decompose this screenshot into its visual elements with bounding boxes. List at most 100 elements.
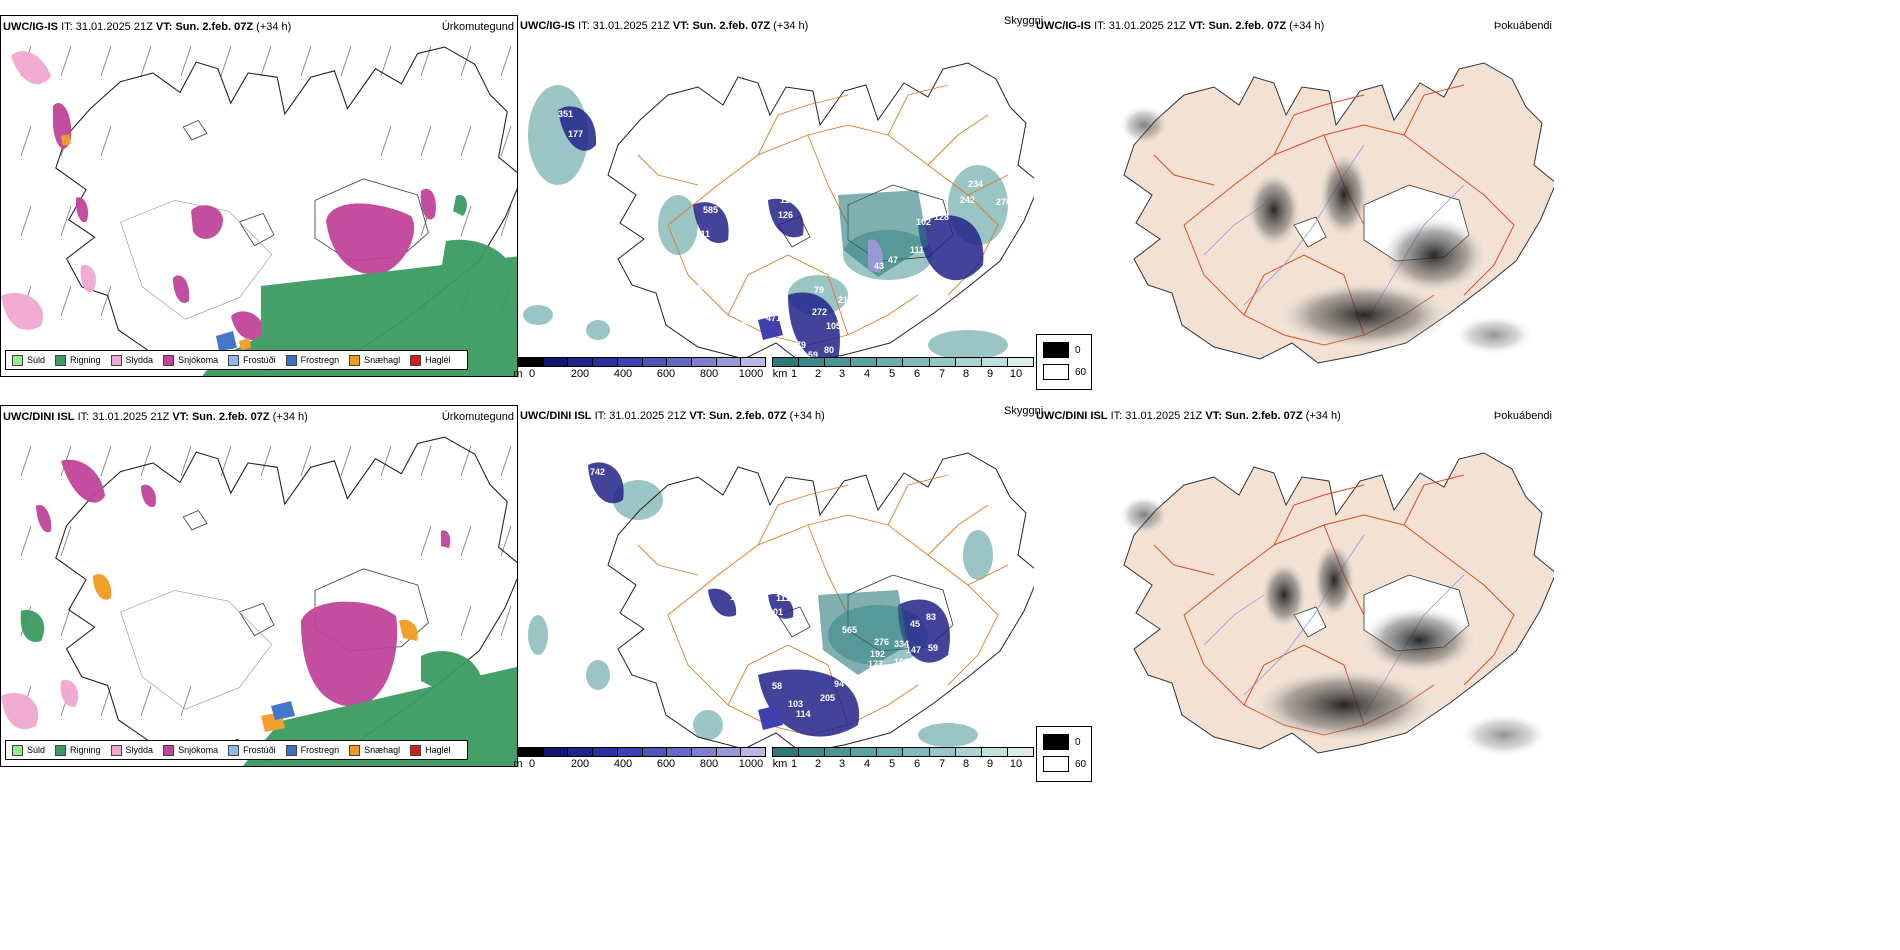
legend-swatch [349,744,361,756]
colorbar-swatch [617,358,643,366]
panel-name: Skyggni [1004,15,1044,27]
legend-item: Slydda [110,354,153,366]
colorbar-tick: 800 [699,368,719,380]
ceiling-value: 234 [968,179,983,189]
ceiling-value: 58 [772,681,782,691]
colorbar-swatch [981,358,1008,366]
panel-title: UWC/IG-IS IT: 31.01.2025 21Z VT: Sun. 2.… [1036,20,1325,32]
colorbar-tick: 10 [1009,368,1023,380]
ceiling-value: 276 [874,637,889,647]
colorbar-swatch [1007,358,1033,366]
colorbar-tick: 3 [838,368,846,380]
colorbar-swatch [716,358,742,366]
colorbar-tick: 400 [613,758,633,770]
legend-swatch [163,354,175,366]
ceiling-value: 504 [738,327,753,337]
ceiling-value: 334 [894,639,909,649]
legend-swatch [12,744,23,756]
ceiling-value: 43 [874,261,884,271]
ceiling-value: 211 [838,295,853,305]
panel-name: Skyggni [1004,405,1044,417]
colorbar-swatch [929,748,956,756]
legend-item: Rigning [55,354,101,366]
ceiling-value: 45 [910,619,920,629]
colorbar-tick: 7 [938,368,946,380]
ceiling-panel-bottom: UWC/DINI ISL IT: 31.01.2025 21Z VT: Sun.… [518,405,1038,767]
panel-title: UWC/DINI ISL IT: 31.01.2025 21Z VT: Sun.… [3,411,308,423]
colorbar-tick: 5 [888,758,896,770]
legend-swatch [228,744,240,756]
colorbar-swatch [955,358,982,366]
colorbar-swatch [642,748,668,756]
ceiling-value: 103 [788,699,803,709]
colorbar-swatch [929,358,956,366]
ceiling-value: 96 [698,282,708,292]
legend-item: Haglél [410,744,451,756]
ceiling-value: 351 [558,109,573,119]
legend-swatch [1043,734,1069,750]
colorbar-ticks: m 0 200 400 600 800 1000 [513,367,766,381]
legend-item: Slydda [110,744,153,756]
colorbar-swatch [716,748,742,756]
fog-panel-bottom: UWC/DINI ISL IT: 31.01.2025 21Z VT: Sun.… [1034,405,1900,767]
ceiling-value: 272 [812,307,827,317]
colorbar-swatch [799,748,826,756]
ceiling-value: 59 [928,643,938,653]
legend-item: Súld [12,744,45,756]
colorbar-swatch [741,748,766,756]
colorbar-tick: 4 [863,758,871,770]
ceiling-value: 87 [878,682,888,692]
colorbar-swatches [772,747,1034,757]
legend-item: Haglél [410,354,451,366]
ceiling-value: 102 [916,217,931,227]
panel-name: Úrkomutegund [441,411,514,423]
precip-type-panel-bottom: UWC/DINI ISL IT: 31.01.2025 21Z VT: Sun.… [0,405,518,767]
ceiling-value: 101 [768,607,783,617]
colorbar-swatches [772,357,1034,367]
colorbar-unit: km [772,368,788,380]
colorbar-tick: 10 [1009,758,1023,770]
colorbar-tick: 200 [570,368,590,380]
legend-swatch [12,354,23,366]
colorbar-swatch [799,358,826,366]
legend-swatch [410,354,422,366]
colorbar-swatch [617,748,643,756]
colorbar-swatch [825,358,852,366]
colorbar-swatch [519,748,544,756]
precip-type-panel-top: UWC/IG-IS IT: 31.01.2025 21Z VT: Sun. 2.… [0,15,518,377]
height-colorbar: m 0 200 400 600 800 1000 [513,357,766,381]
ceiling-value: 111 [696,229,710,239]
legend-item: Frostúði [228,744,276,756]
colorbar-tick: 8 [962,368,970,380]
fog-legend: 0 60 [1036,726,1092,782]
panel-name: Þokuábendi [1493,410,1552,422]
legend-swatch [285,744,297,756]
fog-legend-item: 0 [1043,734,1081,750]
colorbar-tick: 1 [790,368,798,380]
colorbar-swatch [543,748,569,756]
colorbar-swatch [773,358,800,366]
fog-legend-item: 60 [1043,756,1086,772]
colorbar-unit: m [513,368,523,380]
ceiling-value: 463 [742,317,757,327]
colorbar-tick: 800 [699,758,719,770]
colorbar-swatch [667,748,692,756]
ceiling-value: 242 [960,195,975,205]
colorbar-tick: 9 [986,368,994,380]
colorbar-tick: 600 [656,758,676,770]
panel-name: Úrkomutegund [441,21,514,33]
colorbar-swatch [851,358,878,366]
fog-legend: 0 60 [1036,334,1092,390]
colorbar-swatch [691,748,717,756]
ceiling-value: 742 [590,467,605,477]
colorbar-tick: 1 [790,758,798,770]
legend-swatch [55,354,67,366]
ceiling-value: 111 [910,245,924,255]
colorbar-swatch [741,358,766,366]
colorbar-ticks: km 1 2 3 4 5 6 7 8 9 10 [772,757,1034,771]
ceiling-value: 80 [824,345,834,355]
legend-swatch [1043,756,1069,772]
colorbar-swatches [518,747,766,757]
panel-title: UWC/DINI ISL IT: 31.01.2025 21Z VT: Sun.… [520,410,825,422]
